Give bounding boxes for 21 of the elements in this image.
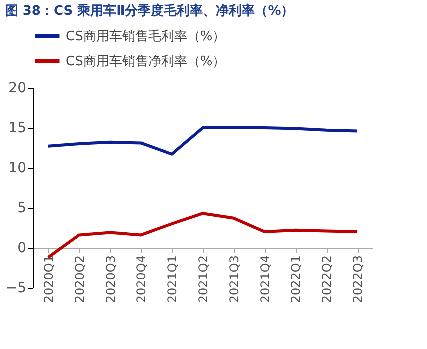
x-tick-label: 2020Q3: [104, 256, 118, 304]
x-tick-label: 2020Q2: [72, 256, 87, 304]
y-tick-label: 20: [8, 80, 26, 96]
y-tick-label: 15: [8, 120, 26, 136]
x-tick-label: 2021Q3: [227, 256, 242, 304]
x-tick-label: 2021Q2: [196, 256, 210, 304]
x-tick-label: 2022Q3: [351, 256, 366, 304]
x-tick-label: 2021Q4: [258, 256, 272, 304]
x-tick-label: 2022Q2: [320, 256, 334, 304]
y-tick-label: −5: [6, 280, 26, 296]
y-tick-label: 10: [8, 160, 26, 176]
y-tick-label: 0: [18, 240, 26, 256]
x-tick-label: 2020Q4: [134, 256, 149, 304]
legend-label: CS商用车销售毛利率（%）: [66, 28, 226, 44]
x-tick-label: 2020Q1: [42, 256, 56, 304]
x-tick-label: 2022Q1: [289, 256, 304, 304]
line-series: [46, 126, 360, 156]
legend-label: CS商用车销售净利率（%）: [66, 54, 226, 70]
x-tick-label: 2021Q1: [166, 256, 180, 304]
chart-title: 图 38：CS 乘用车Ⅱ分季度毛利率、净利率（%）: [5, 3, 294, 19]
y-tick-label: 5: [18, 200, 26, 216]
